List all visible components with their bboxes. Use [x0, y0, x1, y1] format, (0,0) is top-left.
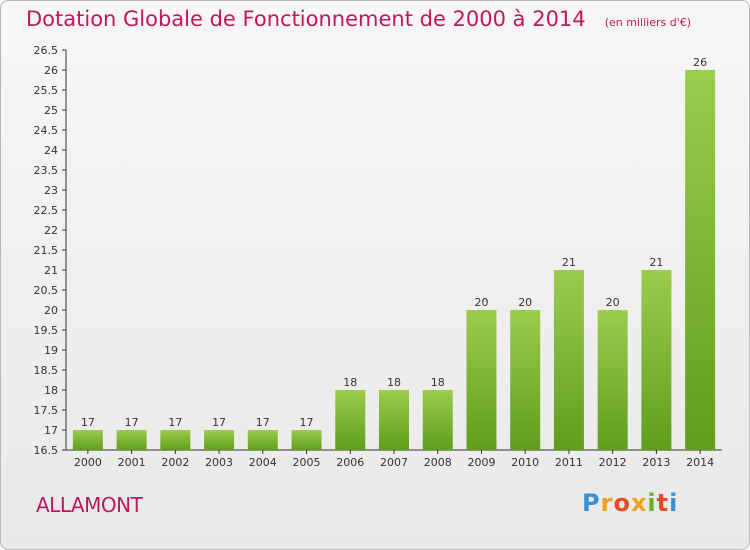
bars: 17 17 17 17 17 17 18 18 18 20 20 21 20 21 26 — [72, 56, 716, 450]
data-label: 21 — [649, 256, 663, 269]
logo-letter: i — [647, 489, 657, 517]
title-area: Dotation Globale de Fonctionnement de 20… — [26, 7, 691, 31]
y-tick-label: 23 — [44, 184, 58, 197]
bar — [641, 270, 672, 450]
x-tick-label: 2004 — [249, 456, 277, 469]
x-tick-label: 2014 — [686, 456, 714, 469]
data-label: 17 — [256, 416, 270, 429]
x-tick-label: 2013 — [642, 456, 670, 469]
y-tick-label: 19.5 — [34, 324, 59, 337]
x-tick-label: 2012 — [599, 456, 627, 469]
x-tick-label: 2002 — [161, 456, 189, 469]
bar — [466, 310, 497, 450]
x-tick-label: 2005 — [293, 456, 321, 469]
data-label: 20 — [606, 296, 620, 309]
y-tick-label: 20 — [44, 304, 58, 317]
logo-letter: i — [669, 489, 679, 517]
data-label: 17 — [300, 416, 314, 429]
x-tick-label: 2009 — [467, 456, 495, 469]
x-tick-label: 2000 — [74, 456, 102, 469]
y-tick-label: 24.5 — [34, 124, 59, 137]
y-tick-label: 22 — [44, 224, 58, 237]
x-tick-label: 2010 — [511, 456, 539, 469]
y-tick-label: 24 — [44, 144, 58, 157]
x-tick-label: 2006 — [336, 456, 364, 469]
data-label: 20 — [518, 296, 532, 309]
commune-name: ALLAMONT — [36, 493, 143, 517]
y-tick-label: 26.5 — [34, 44, 59, 57]
y-tick-label: 19 — [44, 344, 58, 357]
data-label: 26 — [693, 56, 707, 69]
x-tick-label: 2003 — [205, 456, 233, 469]
data-label: 18 — [387, 376, 401, 389]
proxiti-logo[interactable]: Proxiti — [582, 489, 678, 517]
y-tick-label: 22.5 — [34, 204, 59, 217]
chart-subtitle: (en milliers d'€) — [604, 16, 692, 29]
bar — [204, 430, 235, 450]
data-label: 17 — [212, 416, 226, 429]
bar — [553, 270, 584, 450]
y-tick-label: 25.5 — [34, 84, 59, 97]
x-tick-label: 2007 — [380, 456, 408, 469]
y-tick-label: 18.5 — [34, 364, 59, 377]
x-tick-label: 2001 — [118, 456, 146, 469]
chart-title: Dotation Globale de Fonctionnement de 20… — [26, 7, 586, 31]
logo-letter: P — [582, 489, 601, 517]
x-tick-label: 2008 — [424, 456, 452, 469]
bar — [422, 390, 453, 450]
y-tick-label: 26 — [44, 64, 58, 77]
bar — [685, 70, 716, 450]
bar — [247, 430, 278, 450]
bar — [116, 430, 147, 450]
bar — [291, 430, 322, 450]
data-label: 17 — [81, 416, 95, 429]
y-tick-label: 20.5 — [34, 284, 59, 297]
y-tick-label: 16.5 — [34, 444, 59, 457]
bar — [72, 430, 103, 450]
bar — [379, 390, 409, 450]
x-tick-label: 2011 — [555, 456, 583, 469]
bar — [335, 390, 366, 450]
y-tick-label: 18 — [44, 384, 58, 397]
data-label: 18 — [343, 376, 357, 389]
y-tick-label: 25 — [44, 104, 58, 117]
data-label: 17 — [125, 416, 139, 429]
y-tick-label: 17.5 — [34, 404, 59, 417]
bar — [510, 310, 541, 450]
data-label: 18 — [431, 376, 445, 389]
y-tick-label: 17 — [44, 424, 58, 437]
logo-letter: o — [613, 489, 631, 517]
logo-letter: x — [630, 489, 648, 517]
bar — [597, 310, 628, 450]
y-tick-label: 23.5 — [34, 164, 59, 177]
data-label: 17 — [168, 416, 182, 429]
logo-letter: r — [600, 489, 614, 517]
logo-letter: t — [656, 489, 670, 517]
data-label: 20 — [474, 296, 488, 309]
data-label: 21 — [562, 256, 576, 269]
y-tick-label: 21 — [44, 264, 58, 277]
bar — [160, 430, 191, 450]
y-tick-label: 21.5 — [34, 244, 59, 257]
